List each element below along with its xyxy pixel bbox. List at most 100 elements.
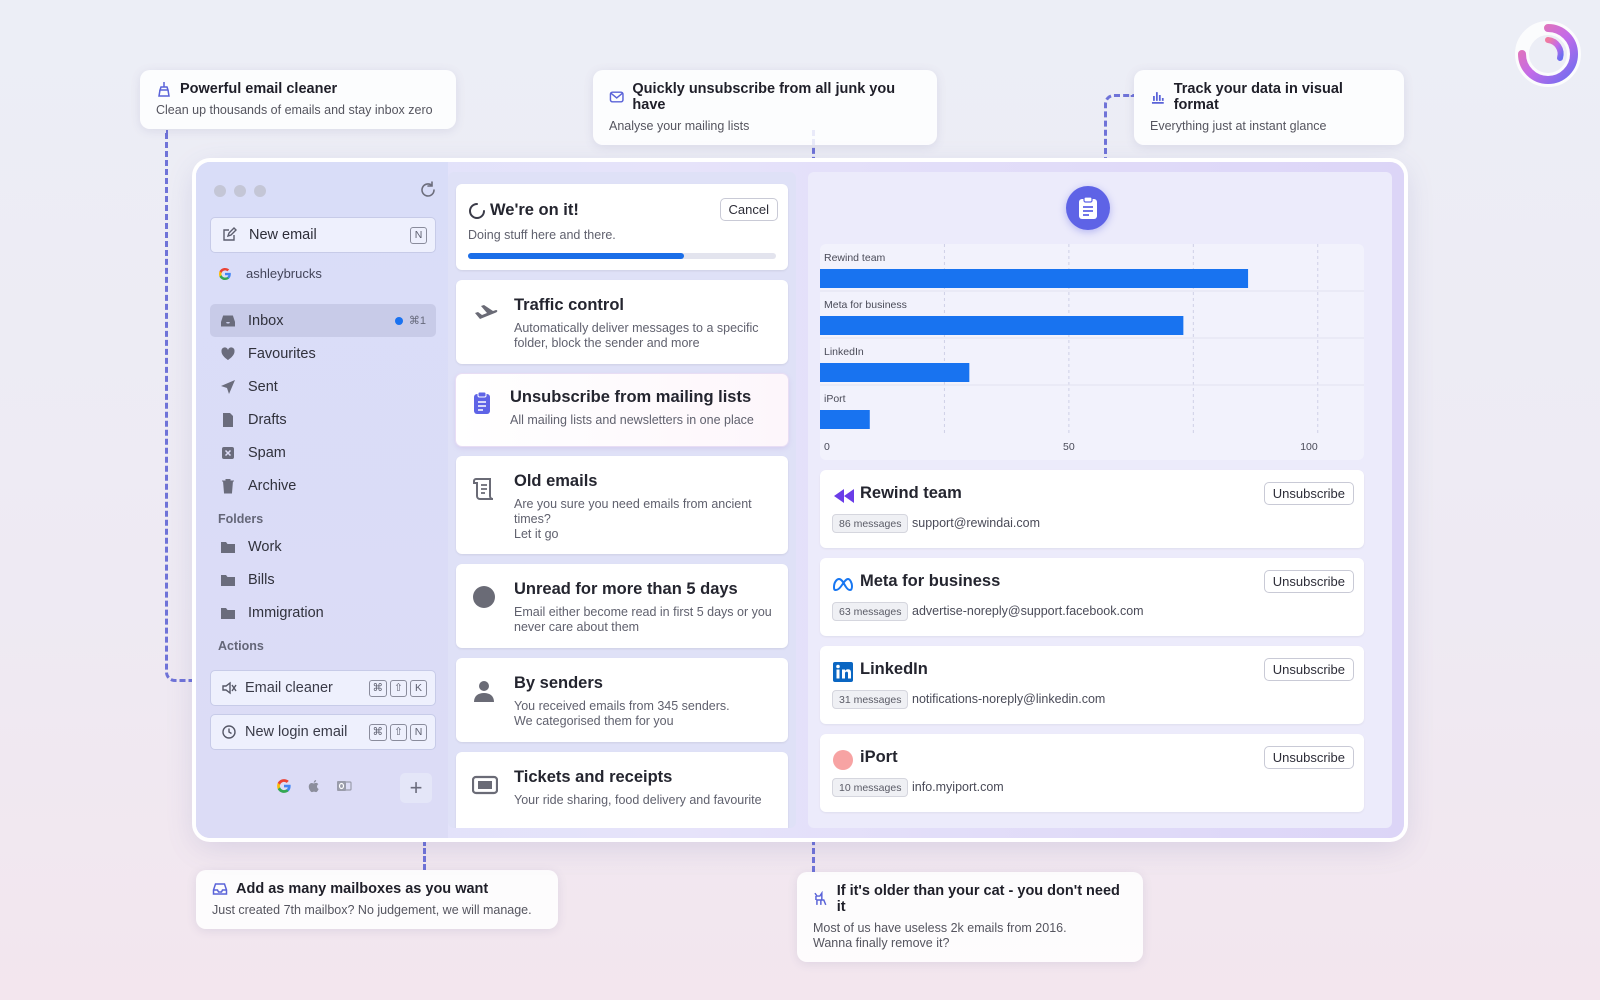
unread-dot [394, 316, 403, 325]
message-count: 10 messages [832, 778, 909, 797]
compose-icon [223, 227, 237, 241]
card-traffic-control[interactable]: Traffic control Automatically deliver me… [456, 280, 788, 364]
sidebar-item-sent[interactable]: Sent [210, 370, 436, 403]
unsubscribe-button[interactable]: Unsubscribe [1263, 658, 1354, 681]
sidebar-item-label: Favourites [248, 345, 316, 362]
chart-tick-label: 100 [1300, 441, 1318, 453]
account-name: ashleybrucks [246, 266, 322, 281]
card-desc: Your ride sharing, food delivery and fav… [514, 793, 762, 807]
sidebar-item-work[interactable]: Work [210, 530, 436, 563]
sidebar-item-label: Sent [248, 378, 278, 395]
card-title: Unread for more than 5 days [514, 580, 738, 598]
app-window: New email N ashleybrucks Inbox ⌘1 Favour… [196, 162, 1404, 838]
new-login-email-shortcut: ⌘ ⇧ N [368, 723, 427, 741]
card-desc: times? [514, 512, 551, 526]
chart-tick-label: 0 [824, 441, 830, 453]
card-title: Tickets and receipts [514, 768, 673, 786]
folder-icon [221, 607, 235, 619]
message-count: 86 messages [832, 514, 909, 533]
inbox-shortcut: ⌘1 [408, 315, 426, 327]
google-provider-icon[interactable] [276, 778, 292, 794]
progress-bar [468, 253, 776, 259]
callout-track: Track your data in visual format Everyth… [1134, 70, 1404, 145]
minimize-window-button[interactable] [234, 185, 246, 197]
key: ⇧ [390, 723, 407, 741]
clipboard-icon [1079, 196, 1097, 219]
sidebar-item-bills[interactable]: Bills [210, 563, 436, 596]
card-title: Traffic control [514, 296, 625, 314]
sender-row-meta: Meta for business Unsubscribe 63 message… [820, 558, 1364, 636]
scroll-icon [473, 478, 494, 500]
unsubscribe-button[interactable]: Unsubscribe [1263, 746, 1354, 769]
cleaner-list: We're on it! Doing stuff here and there.… [448, 172, 796, 828]
send-icon [221, 379, 235, 394]
new-email-button[interactable]: New email N [210, 217, 436, 253]
unsubscribe-button[interactable]: Unsubscribe [1263, 570, 1354, 593]
message-count: 31 messages [832, 690, 909, 709]
callout-cleaner: Powerful email cleaner Clean up thousand… [140, 70, 456, 129]
callout-cleaner-subtitle: Clean up thousands of emails and stay in… [156, 103, 433, 117]
airplane-icon [474, 305, 498, 322]
sidebar-item-archive[interactable]: Archive [210, 469, 436, 502]
callout-track-title: Track your data in visual format [1173, 81, 1343, 113]
callout-unsubscribe-title: Quickly unsubscribe from all junk you ha… [632, 81, 896, 113]
card-title: By senders [514, 674, 603, 692]
account-row[interactable]: ashleybrucks [218, 266, 322, 281]
card-desc: You received emails from 345 senders. [514, 699, 730, 713]
trash-icon [222, 478, 234, 493]
ticket-icon [472, 775, 498, 795]
new-email-label: New email [249, 227, 317, 243]
card-old-emails[interactable]: Old emails Are you sure you need emails … [456, 456, 788, 554]
card-unread[interactable]: Unread for more than 5 days Email either… [456, 564, 788, 648]
sidebar-item-spam[interactable]: Spam [210, 436, 436, 469]
linkedin-logo-icon [833, 662, 853, 682]
sender-row-iport: iPort Unsubscribe 10 messages info.myipo… [820, 734, 1364, 812]
clock-icon [222, 725, 236, 739]
email-cleaner-button[interactable]: Email cleaner ⌘ ⇧ K [210, 670, 436, 706]
sidebar-item-favourites[interactable]: Favourites [210, 337, 436, 370]
sidebar-item-label: Immigration [248, 604, 324, 621]
sidebar-item-label: Inbox [248, 312, 284, 329]
cancel-button[interactable]: Cancel [719, 198, 778, 221]
senders-bar-chart: Rewind team Meta for business LinkedIn iPor… [820, 244, 1364, 460]
new-login-email-button[interactable]: New login email ⌘ ⇧ N [210, 714, 436, 750]
new-email-shortcut: N [410, 226, 427, 244]
progress-subtitle: Doing stuff here and there. [468, 228, 616, 242]
progress-title: We're on it! [490, 201, 579, 219]
callout-unsubscribe-subtitle: Analyse your mailing lists [609, 119, 750, 133]
callout-cleaner-title: Powerful email cleaner [180, 81, 338, 97]
card-unsubscribe[interactable]: Unsubscribe from mailing lists All maili… [456, 374, 788, 446]
unsubscribe-button[interactable]: Unsubscribe [1263, 482, 1354, 505]
card-by-senders[interactable]: By senders You received emails from 345 … [456, 658, 788, 742]
connector-mailboxes [423, 824, 426, 870]
zoom-window-button[interactable] [254, 185, 266, 197]
clipboard-icon [474, 391, 490, 414]
refresh-icon[interactable] [418, 180, 438, 200]
sender-email: notifications-noreply@linkedin.com [912, 692, 1106, 706]
sidebar-item-label: Drafts [248, 411, 287, 428]
unread-badge: ⌘1 [394, 314, 426, 327]
chart-category-label: iPort [824, 393, 846, 405]
key: ⇧ [390, 679, 407, 697]
apple-provider-icon[interactable] [306, 778, 322, 794]
close-window-button[interactable] [214, 185, 226, 197]
callout-unsubscribe: Quickly unsubscribe from all junk you ha… [593, 70, 937, 145]
sender-name: Meta for business [860, 572, 1001, 590]
key: K [410, 679, 427, 697]
google-icon [219, 267, 231, 280]
sidebar-item-inbox[interactable]: Inbox ⌘1 [210, 304, 436, 337]
add-mailbox-button[interactable]: + [400, 773, 432, 803]
sidebar-item-label: Bills [248, 571, 275, 588]
email-cleaner-shortcut: ⌘ ⇧ K [368, 679, 427, 697]
cleaner-icon [158, 82, 170, 97]
outlook-provider-icon[interactable] [336, 778, 352, 794]
callout-older-title: If it's older than your cat - you don't … [836, 883, 1120, 915]
chart-category-label: Meta for business [824, 299, 907, 311]
heart-icon [221, 346, 235, 360]
sidebar-nav: Inbox ⌘1 Favourites Sent Drafts Spam [210, 304, 436, 657]
sidebar-item-immigration[interactable]: Immigration [210, 596, 436, 629]
sidebar-item-drafts[interactable]: Drafts [210, 403, 436, 436]
cat-icon [814, 891, 827, 906]
card-tickets[interactable]: Tickets and receipts Your ride sharing, … [456, 752, 788, 828]
message-count: 63 messages [832, 602, 909, 621]
